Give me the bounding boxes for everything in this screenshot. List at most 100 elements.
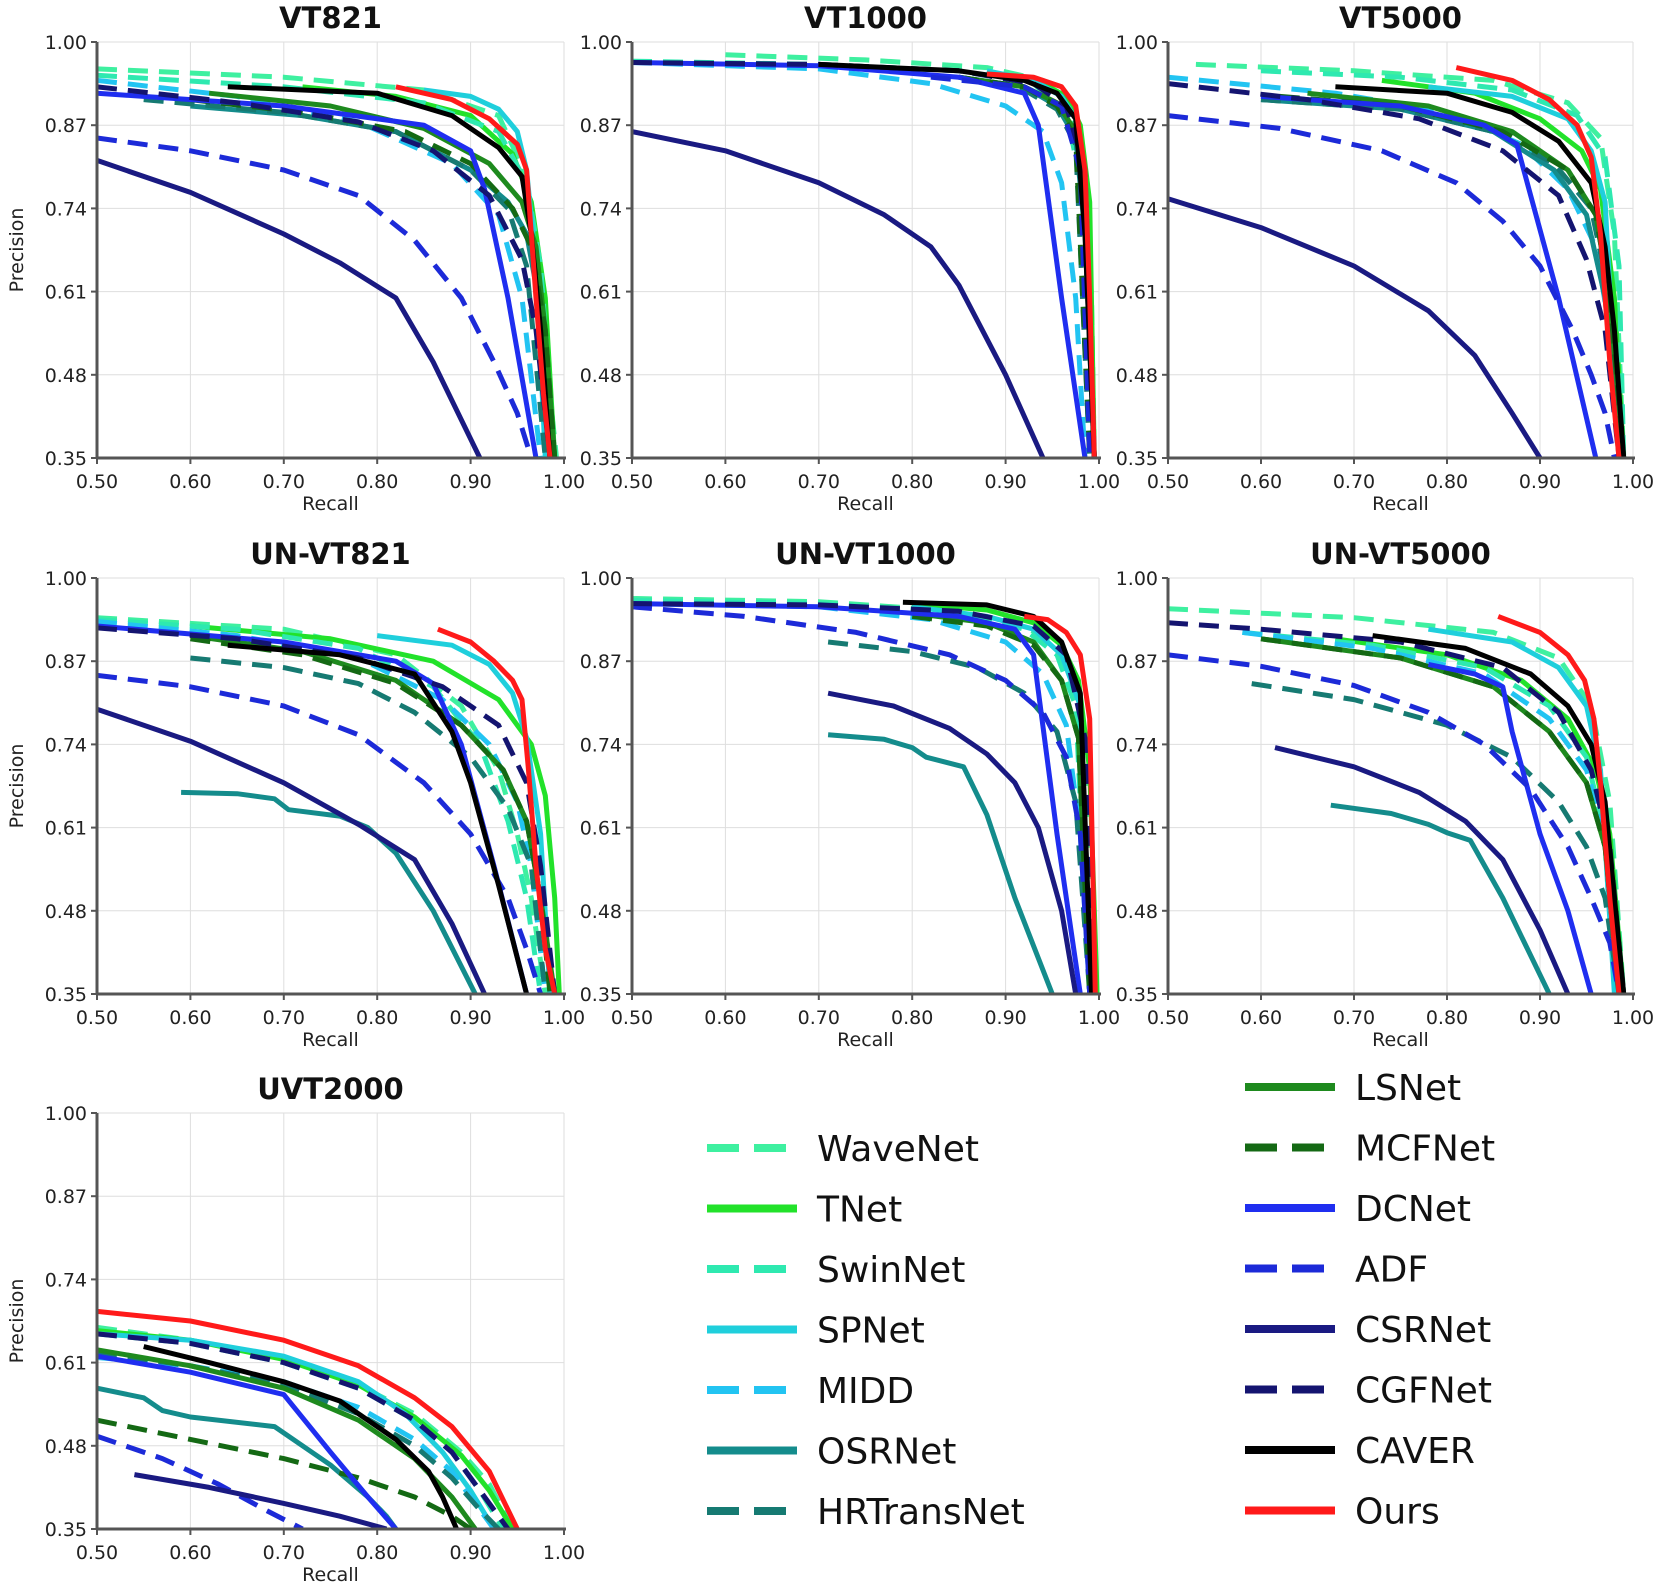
series-line-spnet [376, 633, 553, 994]
x-tick-label: 0.70 [1333, 1007, 1375, 1029]
y-tick-label: 0.87 [45, 1186, 87, 1208]
x-tick-label: 0.50 [76, 1542, 118, 1564]
y-tick-label: 0.61 [45, 1353, 87, 1375]
legend-item-swinnet: SwinNet [707, 1250, 965, 1291]
legend-label: SwinNet [817, 1250, 965, 1291]
x-tick-label: 0.50 [611, 471, 653, 493]
series-line-ours [395, 84, 553, 458]
x-tick-label: 0.70 [1333, 471, 1375, 493]
x-axis-label: Recall [837, 1029, 894, 1051]
chart-title: VT5000 [1339, 1, 1462, 35]
y-tick-label: 0.35 [580, 984, 622, 1006]
series-line-caver [227, 642, 530, 994]
series-line-spnet [97, 1331, 497, 1529]
legend-label: MCFNet [1355, 1129, 1495, 1170]
series-line-mcfnet [911, 613, 1093, 994]
legend-item-spnet: SPNet [707, 1311, 925, 1352]
y-tick-label: 1.00 [45, 32, 87, 54]
series-line-adf [97, 1433, 304, 1529]
x-axis-label: Recall [302, 1564, 359, 1586]
series-line-cgfnet [97, 84, 553, 458]
series-line-midd [632, 60, 1088, 458]
y-tick-label: 0.61 [580, 818, 622, 840]
panel-un-vt5000: UN-VT5000 0.50 0.60 0.70 0.80 0.90 1.00 0.35 0.4… [1116, 537, 1654, 1051]
x-axis-label: Recall [302, 1029, 359, 1051]
legend-item-mcfnet: MCFNet [1245, 1129, 1495, 1170]
series-line-caver [1335, 84, 1627, 458]
x-tick-label: 0.80 [356, 1007, 398, 1029]
x-axis-label: Recall [837, 493, 894, 515]
legend-label: CSRNet [1355, 1310, 1491, 1351]
series-line-adf [97, 672, 543, 994]
legend-item-caver: CAVER [1245, 1431, 1475, 1472]
panel-vt1000: VT1000 0.50 0.60 0.70 0.80 0.90 1.00 0.35 0.48 0.… [580, 1, 1120, 515]
series-line-ours [986, 71, 1097, 458]
series-line-hrtransnet [1251, 681, 1622, 994]
chart-title: UN-VT1000 [775, 537, 956, 571]
x-tick-label: 0.80 [1426, 471, 1468, 493]
y-tick-label: 0.74 [1116, 198, 1158, 220]
x-tick-label: 1.00 [1078, 1007, 1120, 1029]
legend-item-ours: Ours [1245, 1492, 1440, 1533]
series-group [97, 1308, 520, 1529]
series-line-osrnet [827, 732, 1055, 994]
series-line-lsnet [208, 90, 558, 458]
series-line-csrnet [97, 158, 483, 458]
x-axis-label: Recall [1372, 493, 1429, 515]
x-tick-label: 1.00 [1612, 1007, 1654, 1029]
series-line-ours [1023, 613, 1098, 994]
series-line-adf [1168, 652, 1622, 994]
series-line-dcnet [1427, 661, 1594, 994]
y-tick-label: 0.48 [1116, 365, 1158, 387]
x-tick-label: 0.60 [1240, 471, 1282, 493]
series-line-osrnet [1330, 802, 1552, 994]
y-tick-label: 0.48 [45, 365, 87, 387]
legend-item-tnet: TNet [707, 1190, 902, 1231]
x-tick-label: 0.80 [356, 471, 398, 493]
y-tick-label: 0.35 [1116, 984, 1158, 1006]
series-line-ours [1455, 65, 1622, 458]
x-tick-label: 0.90 [449, 1542, 491, 1564]
series-group [97, 615, 562, 994]
x-tick-label: 0.80 [891, 1007, 933, 1029]
legend-label: TNet [816, 1190, 902, 1231]
y-tick-label: 0.48 [45, 901, 87, 923]
y-tick-label: 0.35 [580, 448, 622, 470]
x-tick-label: 1.00 [1612, 471, 1654, 493]
y-axis-label: Precision [6, 1279, 28, 1364]
x-tick-label: 0.70 [798, 471, 840, 493]
x-tick-label: 0.80 [1426, 1007, 1468, 1029]
series-line-hrtransnet [190, 655, 548, 994]
y-tick-label: 0.61 [1116, 818, 1158, 840]
series-group [1168, 61, 1627, 458]
legend-label: CGFNet [1355, 1371, 1492, 1412]
series-line-csrnet [1168, 196, 1543, 458]
series-line-wavenet [97, 66, 559, 458]
y-tick-label: 0.74 [580, 198, 622, 220]
x-tick-label: 1.00 [543, 1007, 585, 1029]
series-line-dcnet [97, 90, 539, 458]
series-line-adf [632, 604, 1093, 994]
series-group [1168, 606, 1627, 994]
panel-vt821: VT821 0.50 0.60 0.70 0.80 0.90 1.00 0.35 0.48 0.6… [6, 1, 585, 515]
x-tick-label: 0.70 [263, 471, 305, 493]
legend-label: Ours [1355, 1492, 1440, 1533]
series-line-cgfnet [632, 601, 1097, 994]
series-line-caver [143, 1344, 459, 1529]
x-tick-label: 0.70 [263, 1542, 305, 1564]
legend-item-lsnet: LSNet [1245, 1068, 1461, 1109]
x-tick-label: 0.70 [798, 1007, 840, 1029]
legend-label: CAVER [1355, 1431, 1475, 1472]
series-line-swinnet [1260, 68, 1627, 458]
series-group [632, 52, 1097, 458]
legend-label: ADF [1355, 1250, 1428, 1291]
series-line-adf [1168, 113, 1617, 458]
series-line-csrnet [97, 706, 487, 994]
y-tick-label: 0.74 [45, 198, 87, 220]
y-tick-label: 0.61 [580, 282, 622, 304]
y-tick-label: 0.48 [1116, 901, 1158, 923]
series-line-caver [902, 599, 1094, 994]
series-group [632, 596, 1100, 994]
y-tick-label: 0.74 [580, 734, 622, 756]
